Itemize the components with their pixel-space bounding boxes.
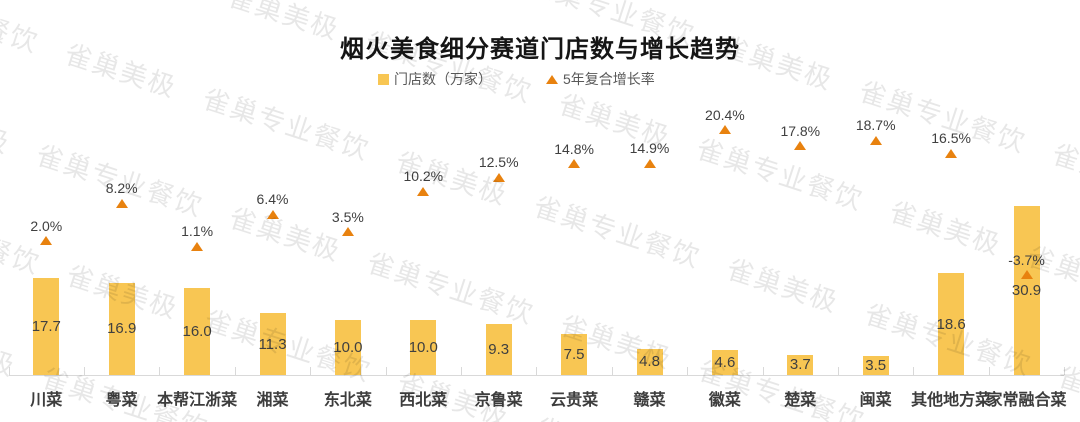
cagr-value-label: 14.9%: [629, 140, 670, 156]
bar: 16.0: [182, 287, 212, 375]
triangle-series-swatch-icon: [546, 74, 558, 84]
cagr-marker-triangle-icon: [1020, 270, 1033, 280]
x-axis-label: 东北菜: [323, 392, 372, 409]
bar-value-label: 16.9: [107, 320, 137, 338]
legend-item-stores: 门店数（万家）: [378, 69, 492, 89]
x-axis-tick: [159, 367, 161, 375]
cagr-value-label: 12.5%: [478, 154, 519, 171]
x-axis-line: [8, 375, 1065, 376]
bar-value-label: 9.3: [488, 341, 510, 359]
cagr-marker-triangle-icon: [40, 236, 53, 246]
bar-value-label: 18.6: [936, 315, 966, 333]
cagr-marker-triangle-icon: [191, 241, 204, 251]
cagr-value-label: 17.8%: [780, 122, 821, 139]
x-axis-label: 赣菜: [633, 392, 666, 409]
x-axis-tick: [461, 367, 462, 375]
bar-value-label: 4.8: [639, 353, 660, 371]
bar-series-swatch-icon: [378, 73, 389, 85]
x-axis-label: 粤菜: [105, 392, 138, 409]
x-axis-label: 川菜: [30, 392, 63, 409]
x-axis-tick: [385, 367, 387, 375]
cagr-marker-triangle-icon: [341, 227, 354, 237]
cagr-marker-triangle-icon: [492, 172, 505, 182]
legend-label-stores: 门店数（万家）: [394, 71, 492, 87]
cagr-marker-triangle-icon: [794, 141, 807, 151]
legend-item-cagr: 5年复合增长率: [546, 69, 655, 89]
bar: 17.7: [31, 278, 61, 375]
cagr-value-label: 20.4%: [705, 106, 745, 123]
bar: 10.0: [333, 320, 363, 375]
bar: 16.9: [107, 282, 137, 375]
bar-value-label: 11.3: [258, 335, 287, 353]
x-axis-label: 京鲁菜: [474, 392, 523, 409]
cagr-value-label: 10.2%: [403, 168, 444, 185]
cagr-marker-triangle-icon: [115, 198, 128, 208]
x-axis-label: 闽菜: [859, 392, 892, 409]
x-axis-tick: [687, 367, 689, 375]
bar: 4.6: [711, 349, 738, 375]
x-axis-label: 西北菜: [399, 392, 448, 409]
bar: 9.3: [485, 324, 512, 375]
cagr-value-label: 1.1%: [181, 223, 214, 240]
x-axis-tick: [611, 367, 613, 375]
bar: 3.5: [862, 355, 889, 375]
bar-value-label: 30.9: [1011, 282, 1042, 299]
x-axis-label: 徽菜: [708, 392, 741, 409]
bar-value-label: 3.7: [789, 356, 811, 374]
bar: 7.5: [561, 333, 588, 375]
x-axis-tick: [988, 367, 990, 375]
bar-value-label: 10.0: [408, 339, 438, 357]
x-axis-tick: [913, 367, 915, 375]
x-axis-tick: [536, 367, 538, 375]
legend-label-cagr: 5年复合增长率: [563, 71, 655, 87]
bar-value-label: 10.0: [333, 339, 363, 357]
cagr-value-label: 8.2%: [105, 180, 138, 197]
bar-value-label: 4.6: [714, 353, 736, 371]
chart-legend: 门店数（万家） 5年复合增长率: [378, 69, 655, 89]
cagr-marker-triangle-icon: [718, 125, 731, 135]
cagr-value-label: 18.7%: [855, 117, 896, 134]
cagr-marker-triangle-icon: [643, 158, 656, 168]
bar-value-label: 16.0: [182, 322, 212, 340]
cagr-value-label: 2.0%: [30, 217, 63, 234]
x-axis-label: 楚菜: [784, 392, 817, 409]
cagr-marker-triangle-icon: [266, 209, 279, 219]
bar-value-label: 7.5: [563, 345, 585, 363]
bar: 30.9: [1011, 206, 1042, 375]
x-axis-tick: [310, 367, 312, 375]
cagr-value-label: 14.8%: [554, 140, 594, 157]
x-axis-label: 本帮江浙菜: [157, 392, 238, 409]
bar: 3.7: [787, 354, 814, 375]
x-axis-tick: [8, 367, 10, 375]
cagr-marker-triangle-icon: [945, 148, 958, 158]
x-axis-tick: [234, 367, 236, 375]
bar: 10.0: [408, 320, 438, 375]
bar: 4.8: [636, 348, 663, 375]
x-axis-label: 湘菜: [256, 392, 289, 409]
cagr-value-label: 16.5%: [931, 130, 971, 147]
cagr-marker-triangle-icon: [417, 186, 430, 196]
cagr-value-label: -3.7%: [1008, 251, 1045, 268]
bar: 18.6: [936, 273, 966, 375]
bar: 11.3: [258, 313, 287, 375]
x-axis-tick: [838, 367, 839, 375]
bar-value-label: 3.5: [865, 356, 887, 374]
cagr-value-label: 6.4%: [256, 191, 289, 208]
x-axis-label: 其他地方菜: [911, 392, 992, 409]
chart-title: 烟火美食细分赛道门店数与增长趋势: [340, 36, 740, 63]
bar-value-label: 17.7: [31, 318, 61, 336]
x-axis-tick: [1064, 367, 1066, 375]
x-axis-label: 云贵菜: [550, 392, 599, 409]
cagr-marker-triangle-icon: [869, 135, 882, 145]
cagr-marker-triangle-icon: [568, 159, 581, 169]
x-axis-tick: [84, 367, 85, 375]
cagr-value-label: 3.5%: [331, 208, 364, 225]
x-axis-label: 家常融合菜: [986, 392, 1067, 409]
x-axis-tick: [762, 367, 764, 375]
